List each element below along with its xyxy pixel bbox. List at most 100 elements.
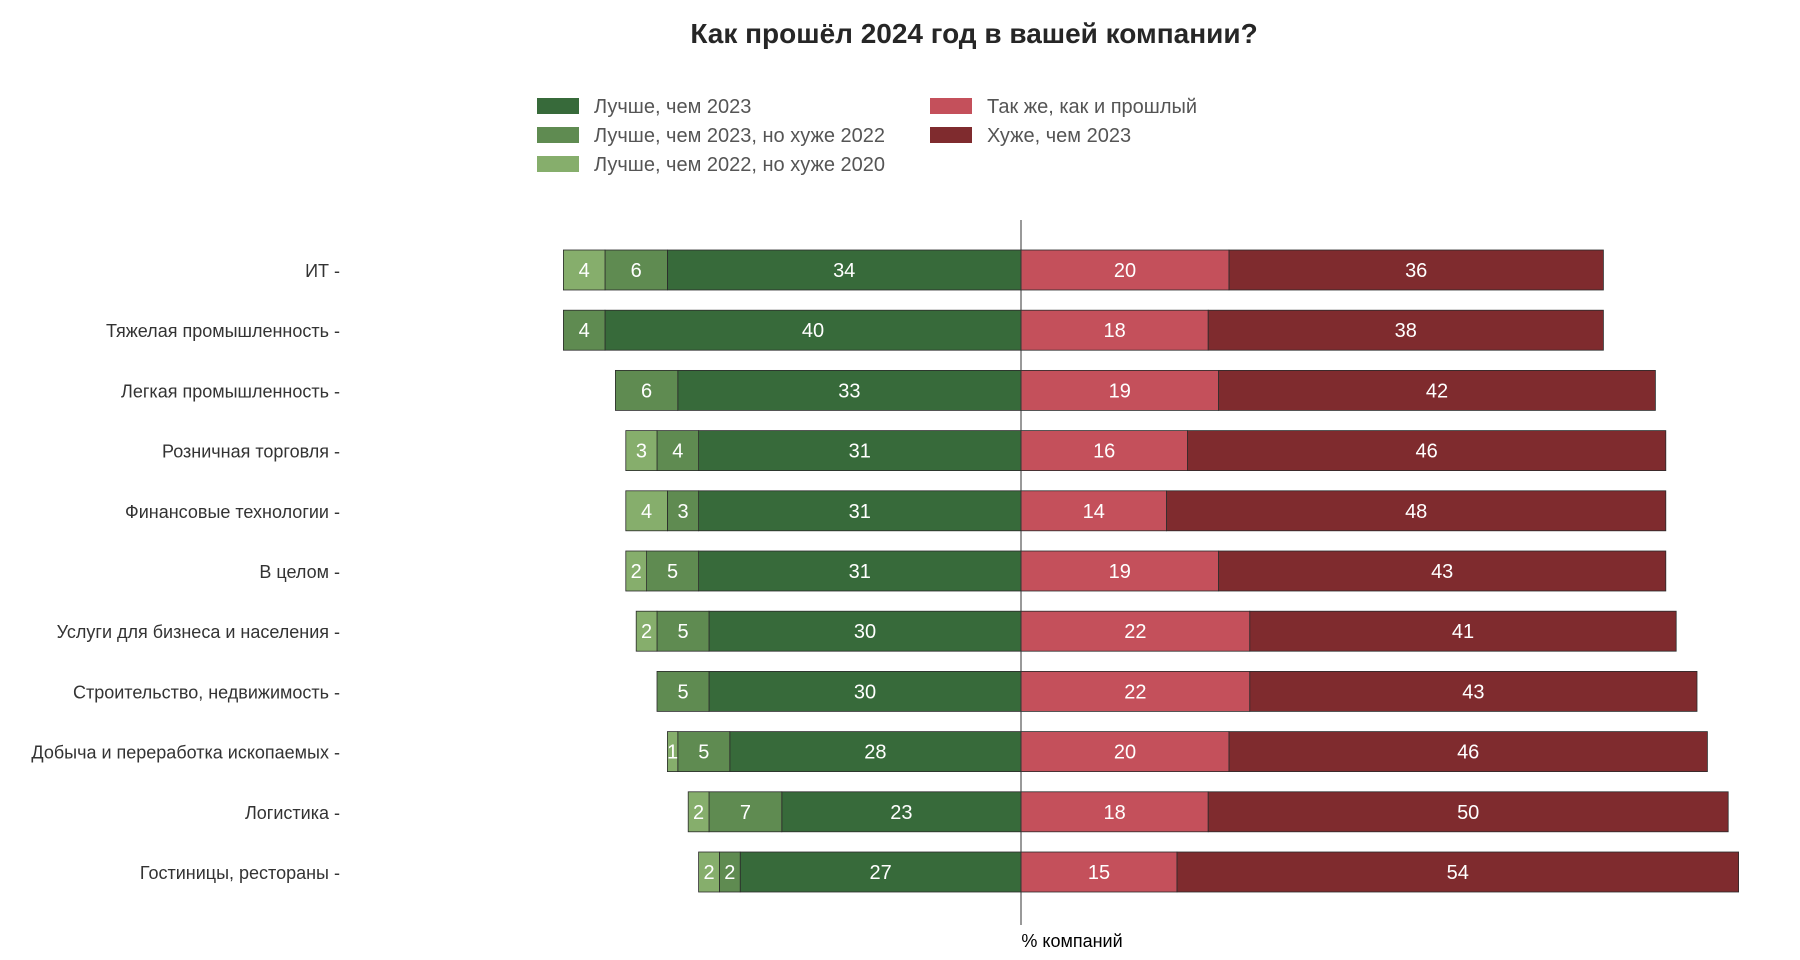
bar-value-label: 43 (1431, 561, 1453, 583)
bar-segment (625, 430, 658, 472)
category-label: Финансовые технологии - (125, 502, 340, 522)
bar-segment (729, 731, 1022, 772)
bar-value-label: 41 (1452, 621, 1474, 643)
bar-value-label: 27 (869, 862, 891, 884)
bar-segment (1020, 490, 1168, 532)
bar-segment (667, 249, 1022, 291)
bar-value-label: 4 (579, 320, 590, 342)
bar-segment (563, 309, 606, 351)
bar-value-label: 23 (890, 802, 912, 824)
bar-value-label: 18 (1103, 320, 1125, 342)
legend-swatch-1 (537, 98, 579, 114)
bar-value-label: 14 (1083, 501, 1105, 523)
bar-value-label: 36 (1405, 260, 1427, 282)
bar-segment (1020, 369, 1220, 411)
category-label: В целом - (259, 562, 340, 582)
bar-value-label: 20 (1114, 742, 1136, 764)
category-label: Тяжелая промышленность - (106, 321, 340, 341)
bar-segment (1249, 671, 1698, 712)
bar-segment (1020, 731, 1230, 772)
legend: Лучше, чем 2023 Лучше, чем 2023, но хуже … (537, 96, 1197, 176)
category-label: ИТ - (305, 261, 340, 281)
legend-label-1: Лучше, чем 2023 (594, 96, 751, 118)
bar-value-label: 48 (1405, 501, 1427, 523)
bar-segment (1166, 490, 1667, 532)
bar-value-label: 6 (641, 380, 652, 402)
category-label: Розничная торговля - (162, 442, 340, 462)
bar-segment (1020, 249, 1230, 291)
bar-segment (667, 731, 679, 772)
bar-value-label: 46 (1457, 742, 1479, 764)
bar-segment (698, 851, 720, 893)
bar-value-label: 42 (1426, 380, 1448, 402)
legend-label-2: Лучше, чем 2023, но хуже 2022 (594, 125, 885, 147)
bar-value-label: 50 (1457, 802, 1479, 824)
bar-value-label: 31 (849, 441, 871, 463)
bar-segment (563, 249, 606, 291)
bar-value-label: 5 (667, 561, 678, 583)
bar-value-label: 4 (579, 260, 590, 282)
bar-segment (1228, 249, 1604, 291)
bar-value-label: 30 (854, 621, 876, 643)
bar-value-label: 2 (693, 802, 704, 824)
category-label: Услуги для бизнеса и населения - (57, 622, 340, 642)
bar-segment (635, 610, 658, 652)
bar-value-label: 2 (724, 862, 735, 884)
bar-value-label: 22 (1124, 681, 1146, 703)
legend-swatch-2 (537, 127, 579, 143)
bar-segment (1249, 610, 1677, 652)
bar-value-label: 43 (1462, 681, 1484, 703)
bar-segment (739, 851, 1022, 893)
bar-value-label: 3 (636, 441, 647, 463)
category-label: Добыча и переработка ископаемых - (31, 743, 340, 763)
bar-value-label: 3 (677, 501, 688, 523)
bar-segment (781, 791, 1022, 833)
legend-swatch-5 (930, 127, 972, 143)
bar-segment (625, 490, 668, 532)
bar-value-label: 30 (854, 681, 876, 703)
bar-value-label: 20 (1114, 260, 1136, 282)
bar-value-label: 31 (849, 561, 871, 583)
bar-segment (1218, 550, 1667, 592)
bar-value-label: 4 (641, 501, 652, 523)
bar-value-label: 46 (1415, 441, 1437, 463)
category-label: Строительство, недвижимость - (73, 682, 340, 702)
bar-value-label: 22 (1124, 621, 1146, 643)
bar-segment (1207, 791, 1729, 833)
bar-segment (1020, 550, 1220, 592)
bar-value-label: 5 (677, 621, 688, 643)
bar-segment (1020, 430, 1188, 472)
bar-value-label: 18 (1103, 802, 1125, 824)
bar-segment (656, 671, 710, 712)
legend-swatch-4 (930, 98, 972, 114)
bar-segment (1218, 369, 1656, 411)
bar-value-label: 2 (631, 561, 642, 583)
bar-segment (698, 490, 1022, 532)
bar-segment (656, 430, 699, 472)
category-label: Легкая промышленность - (121, 381, 340, 401)
bar-value-label: 34 (833, 260, 855, 282)
legend-label-5: Хуже, чем 2023 (987, 125, 1131, 147)
bar-segment (1020, 851, 1178, 893)
bar-value-label: 38 (1395, 320, 1417, 342)
legend-label-4: Так же, как и прошлый (987, 96, 1197, 118)
bar-segment (604, 249, 668, 291)
bar-segment (625, 550, 647, 592)
bar-value-label: 5 (698, 742, 709, 764)
legend-label-3: Лучше, чем 2022, но хуже 2020 (594, 154, 885, 176)
bar-value-label: 19 (1109, 561, 1131, 583)
bar-segment (677, 369, 1022, 411)
bar-segment (615, 369, 679, 411)
bar-value-label: 2 (703, 862, 714, 884)
bar-value-label: 2 (641, 621, 652, 643)
bar-value-label: 15 (1088, 862, 1110, 884)
bar-segment (604, 309, 1022, 351)
bar-segment (1020, 791, 1209, 833)
bar-segment (687, 791, 710, 833)
bar-value-label: 6 (631, 260, 642, 282)
legend-swatch-3 (537, 156, 579, 172)
bar-value-label: 7 (740, 802, 751, 824)
bar-segment (656, 610, 710, 652)
bar-segment (667, 490, 700, 532)
bar-value-label: 1 (667, 742, 678, 764)
